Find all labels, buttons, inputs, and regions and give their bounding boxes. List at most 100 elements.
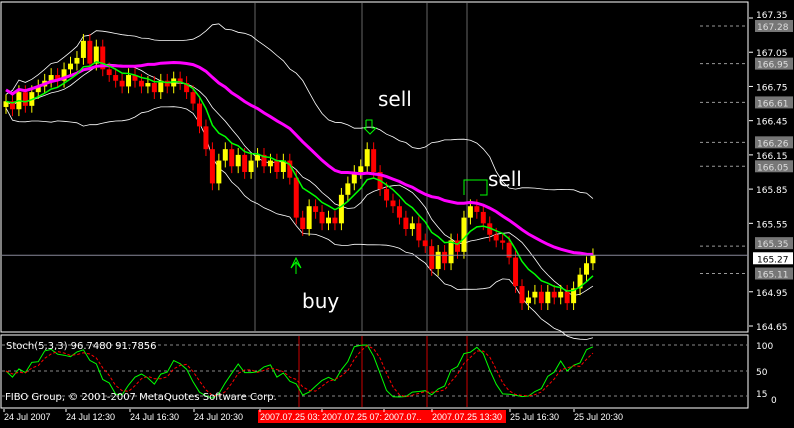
time-highlight: [258, 410, 506, 423]
candle-body: [229, 149, 235, 167]
candle: [55, 68, 61, 88]
candle-body: [132, 75, 138, 81]
candle: [525, 290, 531, 311]
candle-body: [113, 75, 119, 81]
candle: [242, 148, 248, 179]
candle: [3, 94, 9, 114]
candle-body: [235, 154, 241, 167]
time-label: 24 Jul 2007: [4, 412, 51, 422]
candle: [338, 187, 344, 231]
candle: [184, 76, 190, 99]
candle: [319, 205, 325, 231]
bollinger-upper: [5, 23, 594, 199]
candle-body: [390, 200, 396, 207]
candle-body: [455, 240, 460, 252]
candle-body: [584, 263, 589, 275]
candle-body: [429, 246, 435, 269]
signal-annotation-sell: sell: [378, 87, 412, 111]
candle: [280, 153, 286, 179]
candle: [177, 71, 183, 90]
candle: [222, 142, 228, 168]
candle-body: [338, 194, 344, 224]
price-marker-label: 166.26: [757, 139, 789, 149]
candle: [216, 153, 222, 191]
candle-body: [364, 149, 370, 167]
candle: [35, 79, 41, 99]
candle-body: [448, 240, 454, 264]
candle: [158, 73, 164, 99]
candle-body: [242, 154, 248, 172]
candle-body: [532, 291, 538, 298]
price-marker-label: 165.11: [757, 271, 789, 281]
candle-body: [248, 160, 254, 172]
candle-body: [358, 166, 364, 172]
candle: [209, 142, 215, 191]
candle: [164, 73, 170, 94]
candle-body: [145, 83, 151, 87]
candle: [358, 159, 364, 179]
candle-body: [209, 149, 215, 184]
candle-body: [100, 46, 106, 70]
price-marker-label: 166.95: [757, 61, 789, 71]
candle: [345, 176, 351, 202]
candle-body: [467, 206, 473, 218]
price-marker-box: [755, 160, 793, 173]
candle-body: [177, 78, 183, 84]
candle: [532, 284, 538, 305]
candle-body: [216, 160, 222, 184]
price-tick-label: 166.45: [756, 118, 788, 128]
candle-body: [222, 149, 228, 161]
candle-body: [255, 154, 261, 161]
candle-body: [197, 103, 202, 127]
candle: [100, 39, 106, 77]
candle-body: [80, 40, 86, 58]
candle: [422, 233, 428, 253]
price-tick-label: 166.15: [756, 152, 788, 162]
time-label: 2007.07.25 13:30: [432, 412, 502, 422]
candle: [455, 233, 460, 259]
price-marker-box: [755, 96, 793, 109]
candle: [332, 210, 338, 231]
current-price-box: [753, 252, 793, 265]
candle-body: [351, 171, 357, 184]
candle: [80, 33, 86, 65]
bollinger-lower: [5, 106, 594, 340]
candle: [351, 165, 357, 191]
candle: [506, 235, 512, 265]
price-marker-box: [755, 136, 793, 149]
candle: [442, 244, 448, 271]
candle-body: [564, 291, 570, 304]
candle: [293, 170, 299, 225]
main-panel-border: [0, 1, 749, 333]
stoch-panel-border: [0, 334, 749, 409]
candle: [287, 153, 293, 185]
copyright-label: FIBO Group, © 2001-2007 MetaQuotes Softw…: [5, 392, 277, 403]
candle-body: [326, 217, 331, 224]
candle: [261, 148, 267, 174]
candle-body: [500, 240, 506, 243]
candle: [203, 119, 209, 157]
price-marker-label: 167.28: [757, 23, 789, 33]
sell-arrow-icon: [463, 179, 488, 196]
price-tick-label: 165.55: [756, 220, 788, 230]
price-marker-box: [755, 237, 793, 250]
candle: [313, 199, 319, 219]
candle: [500, 233, 506, 250]
candle-body: [267, 160, 273, 167]
candle-body: [68, 63, 73, 70]
candle: [119, 73, 125, 94]
candle: [571, 281, 577, 311]
candle-body: [396, 206, 402, 218]
candle-body: [151, 83, 157, 93]
candle-body: [345, 183, 351, 195]
candle: [590, 248, 596, 271]
candle-body: [371, 149, 377, 172]
candle: [255, 148, 261, 168]
time-label: 25 Jul 16:30: [510, 412, 559, 422]
stoch-level-label: 50: [756, 368, 768, 378]
candle-body: [93, 46, 99, 64]
candle: [48, 68, 54, 88]
price-tick-label: 165.85: [756, 186, 788, 196]
sell-arrow-icon: [362, 119, 378, 135]
